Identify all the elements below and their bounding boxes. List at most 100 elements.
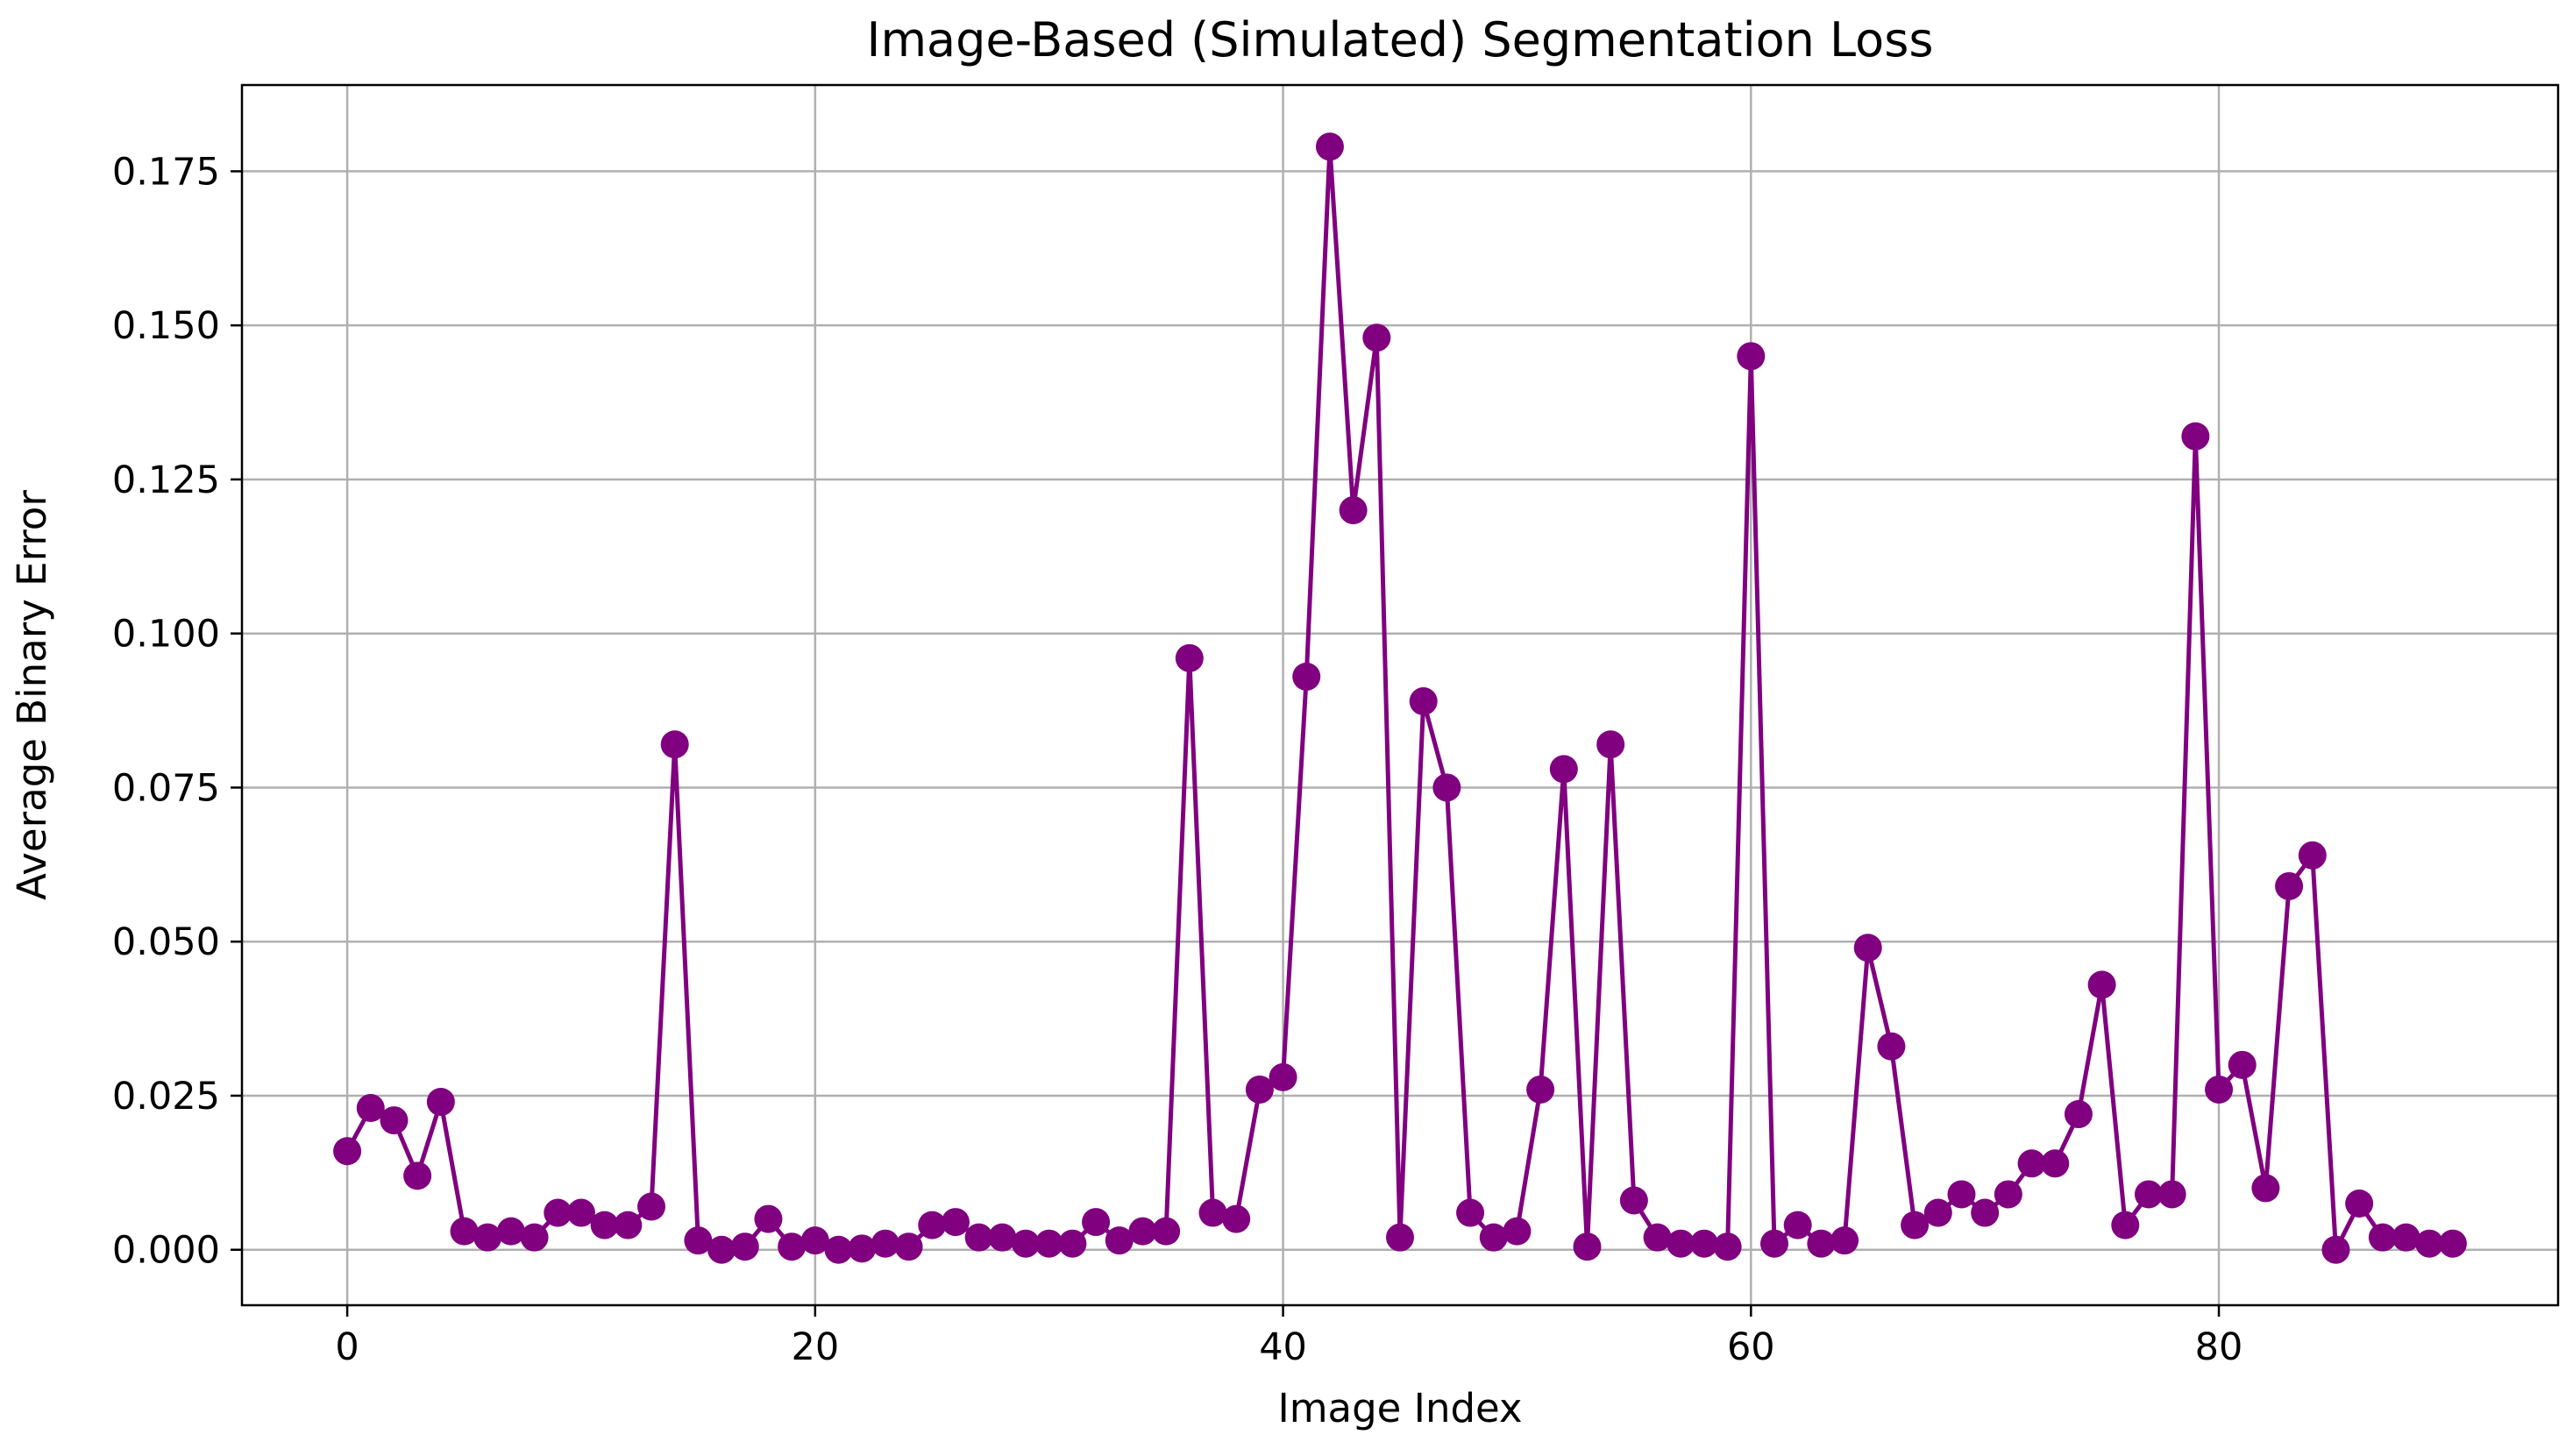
data-point [2392, 1223, 2420, 1252]
data-point [333, 1137, 362, 1166]
series-line [345, 144, 2453, 1253]
data-point [964, 1223, 993, 1252]
series-marker-layer [333, 132, 2467, 1264]
data-point [730, 1232, 759, 1261]
data-point [1503, 1217, 1532, 1246]
data-point [2345, 1190, 2374, 1218]
x-tick-label: 80 [2195, 1325, 2243, 1369]
data-point [1947, 1180, 1976, 1209]
plot-frame [240, 83, 2560, 1307]
data-point [2205, 1075, 2234, 1104]
data-point [988, 1223, 1017, 1252]
data-point [1759, 1229, 1788, 1258]
data-point [2017, 1149, 2046, 1178]
data-point [426, 1088, 455, 1116]
data-point [1082, 1208, 1111, 1237]
data-point [660, 730, 689, 759]
data-point [2438, 1229, 2467, 1258]
data-point [894, 1232, 923, 1261]
data-point [800, 1226, 829, 1255]
data-point [1479, 1223, 1508, 1252]
data-point [2111, 1211, 2140, 1239]
data-point [1058, 1229, 1087, 1258]
data-point [1456, 1198, 1485, 1227]
data-point [2157, 1180, 2186, 1209]
data-point [1222, 1204, 1251, 1233]
data-point [2228, 1050, 2257, 1079]
data-point [1292, 662, 1321, 691]
x-axis-ticks: 0 20 40 60 80 [335, 1305, 2242, 1369]
data-point [754, 1204, 783, 1233]
y-tick-label: 0.025 [112, 1075, 220, 1119]
data-point [778, 1232, 807, 1261]
data-point [2415, 1229, 2444, 1258]
data-point [684, 1226, 713, 1255]
data-point [2251, 1174, 2280, 1203]
data-point [707, 1235, 736, 1264]
data-point [356, 1094, 385, 1123]
data-point [1315, 132, 1344, 161]
data-point [1432, 773, 1461, 802]
data-point [1807, 1229, 1836, 1258]
data-point [2087, 970, 2116, 999]
data-point [1877, 1032, 1906, 1061]
data-point [1619, 1186, 1648, 1215]
y-tick-label: 0.175 [112, 150, 220, 194]
data-point [2321, 1235, 2350, 1264]
data-point [1667, 1229, 1695, 1258]
data-point [2064, 1100, 2093, 1129]
data-point [473, 1223, 502, 1252]
y-tick-label: 0.100 [112, 613, 220, 657]
data-point [1339, 496, 1368, 525]
data-point [520, 1223, 549, 1252]
data-point [2298, 841, 2327, 870]
data-point [2041, 1149, 2070, 1178]
data-point [1596, 730, 1625, 759]
data-point [1386, 1223, 1414, 1252]
x-tick-label: 40 [1259, 1325, 1307, 1369]
data-point [918, 1211, 947, 1239]
data-point [941, 1208, 970, 1237]
data-point [1269, 1062, 1297, 1091]
data-point [1853, 934, 1882, 962]
y-tick-label: 0.125 [112, 458, 220, 502]
chart-title: Image-Based (Simulated) Segmentation Los… [867, 12, 1934, 67]
data-point [1105, 1226, 1134, 1255]
data-point [1643, 1223, 1672, 1252]
data-point [1152, 1217, 1181, 1246]
y-tick-label: 0.000 [112, 1229, 220, 1273]
data-point [1923, 1198, 1952, 1227]
data-point [403, 1161, 432, 1190]
y-tick-label: 0.075 [112, 766, 220, 810]
data-point [2275, 871, 2304, 900]
data-point [2134, 1180, 2163, 1209]
y-tick-label: 0.150 [112, 304, 220, 348]
data-point [1783, 1211, 1812, 1239]
data-point [544, 1198, 572, 1227]
data-point [450, 1217, 479, 1246]
y-axis-label: Average Binary Error [9, 490, 55, 900]
data-point [590, 1211, 619, 1239]
data-point [637, 1192, 666, 1221]
data-point [1409, 687, 1438, 716]
data-point [1128, 1217, 1157, 1246]
data-point [1901, 1211, 1930, 1239]
x-tick-label: 0 [335, 1325, 359, 1369]
data-point [566, 1198, 595, 1227]
data-point [871, 1229, 899, 1258]
data-point [1175, 643, 1204, 672]
data-point [1994, 1180, 2022, 1209]
x-tick-label: 60 [1727, 1325, 1775, 1369]
data-point [1362, 323, 1391, 352]
data-point [1737, 342, 1766, 371]
data-point [1012, 1229, 1041, 1258]
x-tick-label: 20 [791, 1325, 839, 1369]
data-point [2368, 1223, 2397, 1252]
y-axis-ticks: 0.000 0.025 0.050 0.075 0.100 0.125 0.150 0.175 [112, 150, 242, 1273]
data-point [614, 1211, 643, 1239]
data-point [380, 1106, 409, 1135]
data-point [1971, 1198, 2000, 1227]
y-tick-label: 0.050 [112, 920, 220, 964]
